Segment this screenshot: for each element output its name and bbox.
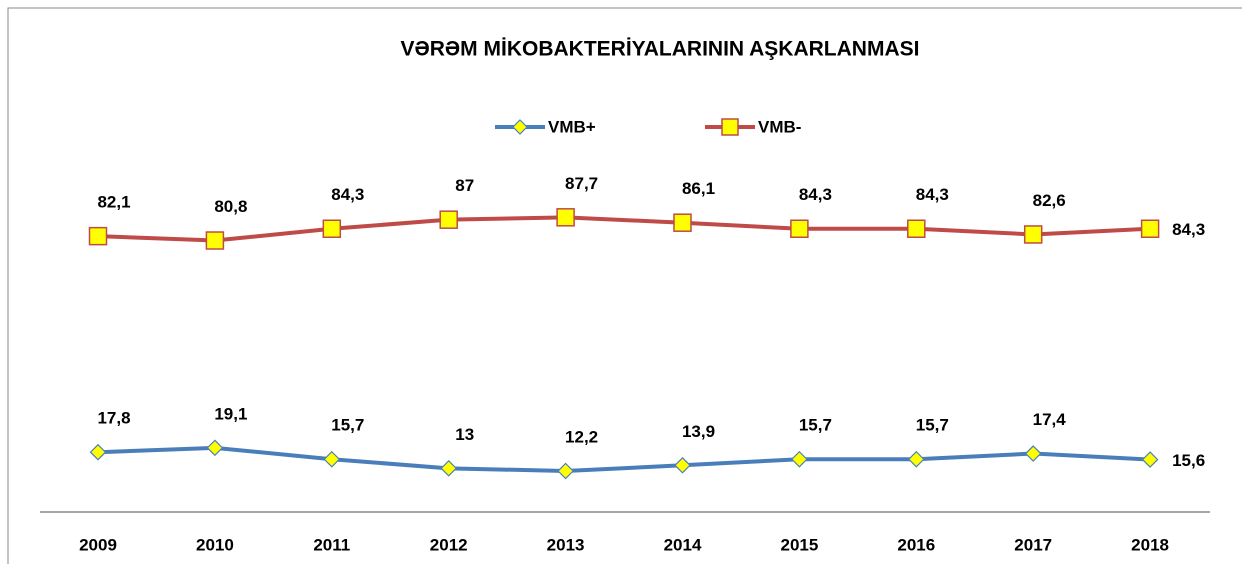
data-label: 87 <box>455 176 474 195</box>
marker <box>205 231 225 250</box>
marker <box>88 226 108 246</box>
data-label: 80,8 <box>214 197 247 216</box>
marker <box>89 443 107 461</box>
marker <box>206 439 224 457</box>
data-label: 13 <box>455 425 474 444</box>
x-tick-label: 2013 <box>547 535 585 554</box>
data-label: 15,7 <box>799 416 832 435</box>
marker <box>322 219 342 239</box>
data-label: 15,7 <box>916 416 949 435</box>
data-label: 19,1 <box>214 404 247 423</box>
x-tick-label: 2017 <box>1014 535 1052 554</box>
x-tick-label: 2009 <box>79 535 117 554</box>
chart-title: VƏRƏM MİKOBAKTERİYALARININ AŞKARLANMASI <box>401 38 920 61</box>
x-tick-label: 2018 <box>1131 535 1169 554</box>
x-tick-label: 2010 <box>196 535 234 554</box>
series-line <box>97 445 1151 474</box>
marker <box>674 456 691 474</box>
marker <box>791 450 808 468</box>
x-tick-label: 2014 <box>664 535 702 554</box>
data-label: 17,4 <box>1033 410 1067 429</box>
marker <box>790 219 809 239</box>
marker <box>907 450 925 468</box>
series-line <box>97 215 1151 243</box>
data-label: 12,2 <box>565 427 598 446</box>
marker <box>439 210 458 229</box>
legend-marker <box>512 119 528 135</box>
marker <box>907 219 926 239</box>
x-tick-label: 2011 <box>313 535 350 554</box>
marker <box>1023 225 1043 244</box>
chart-frame <box>7 7 1242 564</box>
x-tick-label: 2012 <box>430 535 468 554</box>
legend-label: VMB+ <box>548 117 596 136</box>
marker <box>1141 451 1159 468</box>
legend-marker <box>721 118 739 136</box>
data-label: 84,3 <box>331 185 364 204</box>
data-label: 15,7 <box>331 416 364 435</box>
data-label: 17,8 <box>97 409 130 428</box>
data-label: 84,3 <box>916 185 949 204</box>
marker <box>1024 445 1042 462</box>
data-label: 84,3 <box>799 185 832 204</box>
data-label: 15,6 <box>1172 451 1205 470</box>
data-label: 86,1 <box>682 179 715 198</box>
data-label: 84,3 <box>1172 220 1205 239</box>
marker <box>557 462 574 480</box>
data-label: 82,6 <box>1033 191 1066 210</box>
marker <box>1140 219 1160 239</box>
data-label: 87,7 <box>565 174 598 193</box>
x-tick-label: 2016 <box>897 535 935 554</box>
marker <box>556 208 575 227</box>
x-tick-label: 2015 <box>780 535 818 554</box>
marker <box>673 213 692 232</box>
legend-label: VMB- <box>758 117 801 136</box>
marker <box>440 459 458 477</box>
data-label: 82,1 <box>97 193 130 212</box>
data-label: 13,9 <box>682 422 715 441</box>
marker <box>323 450 341 468</box>
